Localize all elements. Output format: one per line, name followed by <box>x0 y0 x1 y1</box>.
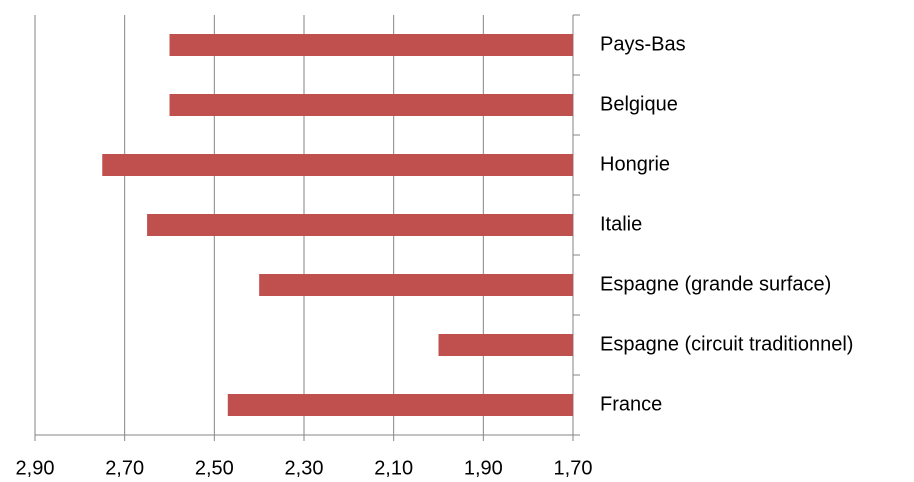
y-tick-label: Belgique <box>600 93 678 115</box>
bar <box>259 274 573 296</box>
y-tick-label: Italie <box>600 213 642 235</box>
x-tick-label: 2,90 <box>16 457 55 479</box>
y-tick-label: Espagne (grande surface) <box>600 273 831 295</box>
y-tick-label: France <box>600 393 662 415</box>
x-tick-label: 1,70 <box>554 457 593 479</box>
x-tick-label: 2,70 <box>105 457 144 479</box>
y-tick-label: Pays-Bas <box>600 33 686 55</box>
y-tick-label: Hongrie <box>600 153 670 175</box>
bar <box>102 154 573 176</box>
bar <box>169 34 573 56</box>
x-tick-label: 1,90 <box>464 457 503 479</box>
bar <box>438 334 573 356</box>
y-tick-label: Espagne (circuit traditionnel) <box>600 333 853 355</box>
x-tick-label: 2,10 <box>374 457 413 479</box>
bar <box>169 94 573 116</box>
bar <box>147 214 574 236</box>
bar <box>227 394 574 416</box>
x-tick-label: 2,50 <box>195 457 234 479</box>
x-tick-label: 2,30 <box>285 457 324 479</box>
